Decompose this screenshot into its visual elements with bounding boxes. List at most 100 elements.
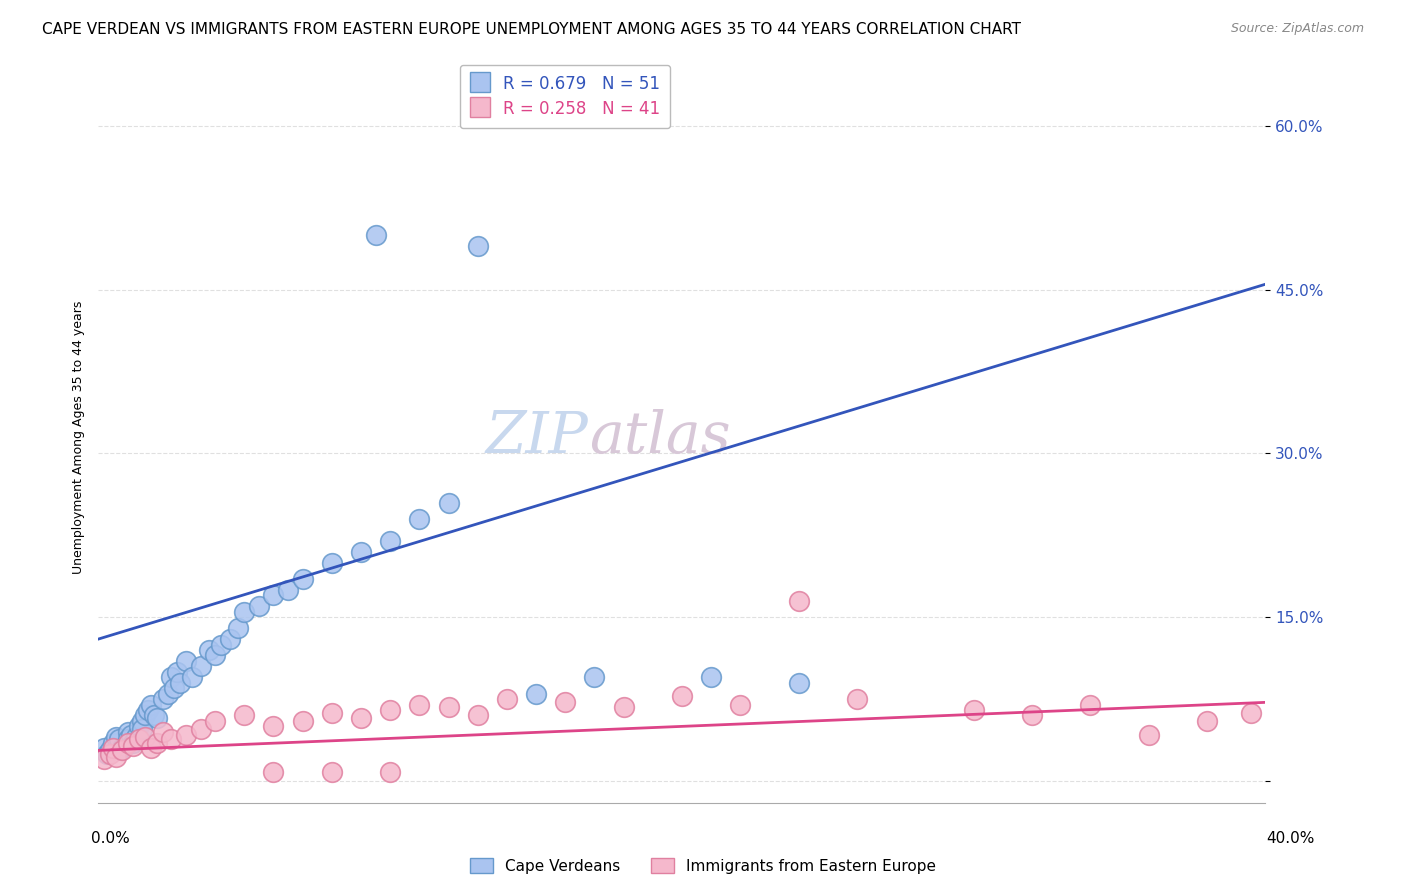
Point [163,681,186,695]
Point [233,708,256,723]
Point [1195,714,1218,728]
Point [101,736,124,750]
Point [262,588,284,602]
Point [1137,728,1160,742]
Point [612,699,634,714]
Point [117,732,139,747]
Text: 0.0%: 0.0% [91,831,131,846]
Point [846,692,869,706]
Point [169,675,191,690]
Point [554,695,576,709]
Point [218,632,240,646]
Point [496,692,519,706]
Point [174,728,197,742]
Point [204,714,226,728]
Point [350,711,373,725]
Point [583,670,606,684]
Text: CAPE VERDEAN VS IMMIGRANTS FROM EASTERN EUROPE UNEMPLOYMENT AMONG AGES 35 TO 44 : CAPE VERDEAN VS IMMIGRANTS FROM EASTERN … [42,22,1021,37]
Point [166,665,188,679]
Point [122,736,145,750]
Point [1080,698,1102,712]
Point [247,599,270,614]
Point [198,643,221,657]
Point [467,708,489,723]
Point [291,572,314,586]
Point [108,732,131,747]
Text: 40.0%: 40.0% [1267,831,1315,846]
Legend: R = 0.679   N = 51, R = 0.258   N = 41: R = 0.679 N = 51, R = 0.258 N = 41 [460,65,671,128]
Point [96,747,118,761]
Point [114,739,136,753]
Point [136,703,159,717]
Point [190,659,212,673]
Point [380,703,402,717]
Point [104,731,127,745]
Point [160,670,183,684]
Point [146,711,169,725]
Point [408,698,430,712]
Point [437,495,460,509]
Point [128,719,150,733]
Point [131,714,153,728]
Point [93,741,115,756]
Point [321,556,343,570]
Legend: Cape Verdeans, Immigrants from Eastern Europe: Cape Verdeans, Immigrants from Eastern E… [464,852,942,880]
Point [467,239,489,253]
Point [157,687,180,701]
Point [93,752,115,766]
Point [125,731,148,745]
Point [98,747,121,761]
Point [101,741,124,756]
Point [152,692,174,706]
Point [122,739,145,753]
Point [131,722,153,736]
Point [408,512,430,526]
Point [730,698,752,712]
Point [190,722,212,736]
Point [787,675,810,690]
Point [277,582,299,597]
Point [350,545,373,559]
Point [160,732,183,747]
Point [204,648,226,663]
Text: atlas: atlas [589,409,730,466]
Point [174,654,197,668]
Point [437,699,460,714]
Y-axis label: Unemployment Among Ages 35 to 44 years: Unemployment Among Ages 35 to 44 years [72,301,84,574]
Point [380,533,402,548]
Point [962,703,984,717]
Point [1240,706,1263,721]
Point [700,670,723,684]
Point [111,741,134,756]
Text: Source: ZipAtlas.com: Source: ZipAtlas.com [1230,22,1364,36]
Point [228,621,250,635]
Point [524,687,547,701]
Point [209,638,232,652]
Point [104,750,127,764]
Point [180,670,202,684]
Point [380,765,402,780]
Point [291,714,314,728]
Point [120,728,142,742]
Point [262,765,284,780]
Point [671,689,693,703]
Point [128,732,150,747]
Point [1021,708,1043,723]
Text: ZIP: ZIP [486,409,589,466]
Point [233,605,256,619]
Point [321,706,343,721]
Point [139,741,162,756]
Point [134,708,156,723]
Point [117,736,139,750]
Point [262,719,284,733]
Point [321,765,343,780]
Point [111,743,134,757]
Point [364,228,387,243]
Point [117,724,139,739]
Point [98,743,121,757]
Point [152,724,174,739]
Point [787,594,810,608]
Point [146,736,169,750]
Point [134,731,156,745]
Point [142,708,165,723]
